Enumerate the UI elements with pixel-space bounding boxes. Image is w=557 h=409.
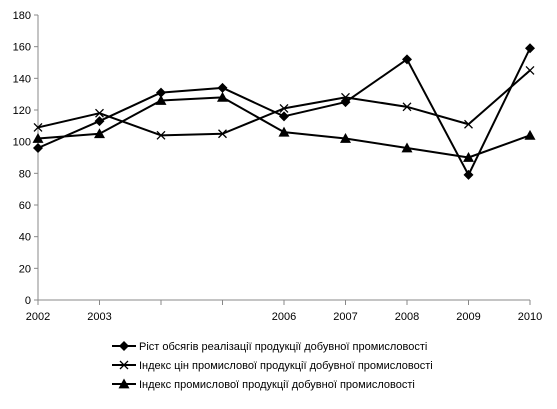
series-1 (33, 43, 535, 180)
x-tick-label: 2008 (395, 311, 419, 323)
series-2-point (341, 92, 350, 102)
y-axis: 0 20 40 60 80 100 120 140 160 180 (13, 10, 39, 307)
y-tick-label: 40 (19, 232, 31, 244)
series-3-point (340, 133, 351, 143)
series-3-point (524, 129, 536, 140)
series-1-point (217, 82, 228, 93)
series-3-point (155, 95, 167, 105)
series-3-point (278, 126, 290, 137)
legend-marker (119, 341, 129, 351)
series-3-point (32, 133, 44, 143)
y-tick-label: 160 (13, 42, 31, 54)
legend-label: Індекс промислової продукції добувної пр… (139, 379, 415, 391)
x-tick-label: 2010 (518, 311, 542, 323)
series-2-line (37, 69, 531, 137)
y-tick-label: 120 (13, 105, 31, 117)
legend-item: Індекс промислової продукції добувної пр… (112, 378, 415, 391)
series-1-point (402, 54, 412, 65)
x-axis: 2002 2003 2006 2007 2008 2009 2010 (26, 299, 542, 323)
series-3-point (217, 91, 228, 102)
series-2 (33, 65, 535, 140)
y-tick-label: 180 (13, 10, 31, 22)
series-1-point (525, 43, 535, 54)
series-2-point (464, 119, 473, 129)
series-2-point (279, 103, 289, 113)
y-tick-label: 80 (19, 168, 31, 180)
series-2-point (156, 130, 166, 140)
series-3-point (401, 142, 413, 153)
series-1-point (94, 116, 105, 127)
x-tick-label: 2006 (272, 311, 296, 323)
y-tick-label: 100 (13, 137, 31, 149)
series-2-point (33, 122, 43, 132)
x-tick-label: 2009 (456, 311, 480, 323)
legend-marker (118, 378, 130, 389)
series-3-point (463, 152, 474, 162)
legend-item: Ріст обсягів реалізації продукції добувн… (112, 341, 427, 353)
series-1-point (279, 111, 289, 122)
series-1-point (33, 143, 43, 153)
legend-label: Ріст обсягів реалізації продукції добувн… (139, 341, 427, 353)
x-tick-label: 2002 (26, 311, 50, 323)
series-3-point (94, 128, 105, 139)
series-2-point (218, 129, 227, 139)
series-2-point (95, 108, 104, 118)
y-tick-label: 140 (13, 73, 31, 85)
legend-marker (119, 360, 129, 370)
legend-label: Індекс цін промислової продукції добувно… (139, 360, 433, 372)
x-tick-label: 2007 (333, 311, 357, 323)
series-2-point (525, 65, 535, 75)
y-tick-label: 20 (19, 263, 31, 275)
series-lines (32, 43, 536, 180)
series-2-point (402, 102, 412, 112)
series-1-point (156, 87, 166, 98)
series-1-point (463, 169, 474, 180)
y-tick-label: 0 (25, 295, 31, 307)
series-3 (32, 91, 536, 162)
y-tick-label: 60 (19, 200, 31, 212)
x-tick-label: 2003 (87, 311, 111, 323)
legend-item: Індекс цін промислової продукції добувно… (112, 360, 433, 372)
legend: Ріст обсягів реалізації продукції добувн… (112, 341, 433, 391)
